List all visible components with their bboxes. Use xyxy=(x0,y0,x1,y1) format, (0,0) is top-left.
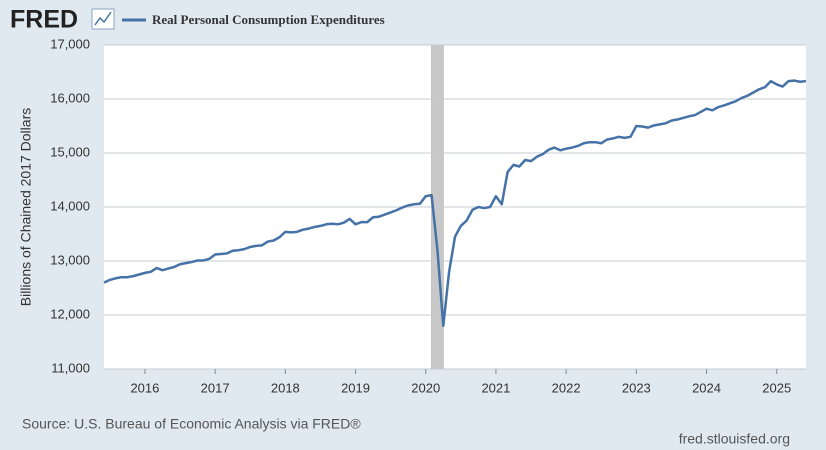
y-tick-label: 15,000 xyxy=(50,144,90,159)
logo-icon xyxy=(91,8,115,30)
x-tick-label: 2016 xyxy=(130,380,159,395)
logo: FRED xyxy=(10,6,78,34)
x-tick-label: 2018 xyxy=(271,380,300,395)
x-tick-label: 2023 xyxy=(622,380,651,395)
x-tick-label: 2021 xyxy=(481,380,510,395)
series-line xyxy=(103,79,807,328)
y-tick-label: 12,000 xyxy=(50,306,90,321)
site: fred.stlouisfed.org xyxy=(679,431,790,447)
y-tick-label: 11,000 xyxy=(51,360,90,375)
y-tick-label: 14,000 xyxy=(50,198,90,213)
source: Source: U.S. Bureau of Economic Analysis… xyxy=(22,416,361,432)
y-tick-label: 17,000 xyxy=(50,36,90,51)
x-tick-label: 2017 xyxy=(201,380,230,395)
legend-label: Real Personal Consumption Expenditures xyxy=(152,12,385,27)
x-tick-label: 2024 xyxy=(692,380,721,395)
x-tick-label: 2025 xyxy=(762,380,791,395)
x-tick-label: 2022 xyxy=(552,380,581,395)
y-tick-label: 13,000 xyxy=(50,252,90,267)
y-axis-label: Billions of Chained 2017 Dollars xyxy=(18,108,34,306)
x-tick-label: 2020 xyxy=(411,380,440,395)
x-tick-label: 2019 xyxy=(341,380,370,395)
y-tick-label: 16,000 xyxy=(50,90,90,105)
